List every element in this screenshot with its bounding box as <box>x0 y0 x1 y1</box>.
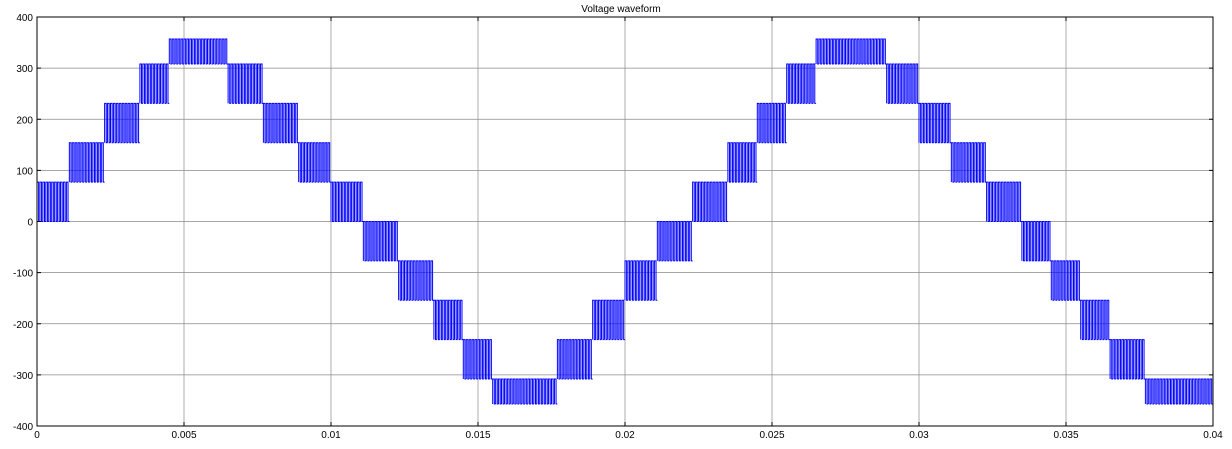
waveform-segment-7 <box>262 102 299 144</box>
waveform-segment-19 <box>656 221 693 262</box>
waveform-segment-22 <box>756 102 787 144</box>
waveform-pulses-21 <box>727 142 758 183</box>
waveform-segment-14 <box>492 378 523 405</box>
waveform-segment-15 <box>521 378 558 405</box>
waveform-pulses-30 <box>1021 221 1052 262</box>
x-tick-label-5: 0.025 <box>759 430 784 441</box>
axes: 0 0.005 0.01 0.015 0.02 0.025 0.03 0.035 0.04 -40… <box>13 13 1223 441</box>
waveform-pulses-18 <box>624 260 658 301</box>
waveform-pulses-35 <box>1180 378 1213 405</box>
waveform-pulses-31 <box>1050 260 1081 301</box>
x-tick-label-8: 0.04 <box>1203 430 1223 441</box>
waveform-pulses-20 <box>692 181 728 222</box>
waveform-segment-6 <box>227 63 264 104</box>
y-tick-label-1: -300 <box>13 371 33 382</box>
waveform-segment-8 <box>298 142 331 183</box>
y-tick-label-2: -200 <box>13 320 33 331</box>
y-tick-label-8: 400 <box>16 13 33 24</box>
waveform-pulses-7 <box>262 102 299 144</box>
waveform-pulses-11 <box>398 260 434 301</box>
waveform-segment-5 <box>198 38 229 65</box>
waveform-pulses-16 <box>556 339 593 380</box>
waveform-segment-26 <box>886 63 919 104</box>
chart-title: Voltage waveform <box>581 4 661 15</box>
y-tick-label-6: 200 <box>16 115 33 126</box>
waveform-segment-11 <box>398 260 434 301</box>
waveform-segment-34 <box>1144 378 1181 405</box>
voltage-series <box>36 38 1213 405</box>
waveform-pulses-19 <box>656 221 693 262</box>
waveform-pulses-4 <box>168 38 199 65</box>
waveform-segment-9 <box>330 181 364 222</box>
waveform-segment-16 <box>556 339 593 380</box>
waveform-pulses-2 <box>104 102 140 144</box>
waveform-segment-4 <box>168 38 199 65</box>
waveform-pulses-32 <box>1080 299 1111 341</box>
waveform-pulses-13 <box>462 339 493 380</box>
waveform-pulses-29 <box>986 181 1022 222</box>
waveform-segment-24 <box>815 38 852 65</box>
waveform-segment-33 <box>1109 339 1146 380</box>
x-tick-label-1: 0.005 <box>171 430 196 441</box>
waveform-pulses-15 <box>521 378 558 405</box>
waveform-pulses-8 <box>298 142 331 183</box>
waveform-segment-25 <box>850 38 887 65</box>
x-tick-label-0: 0 <box>34 430 40 441</box>
waveform-segment-10 <box>362 221 399 262</box>
x-tick-label-6: 0.03 <box>909 430 929 441</box>
y-tick-label-3: -100 <box>13 269 33 280</box>
waveform-pulses-28 <box>950 142 987 183</box>
waveform-pulses-5 <box>198 38 229 65</box>
x-tick-label-2: 0.01 <box>321 430 341 441</box>
y-tick-label-7: 300 <box>16 64 33 75</box>
x-tick-label-7: 0.035 <box>1053 430 1078 441</box>
waveform-segment-18 <box>624 260 658 301</box>
waveform-pulses-27 <box>918 102 952 144</box>
waveform-segment-32 <box>1080 299 1111 341</box>
waveform-pulses-14 <box>492 378 523 405</box>
waveform-segment-13 <box>462 339 493 380</box>
waveform-segment-30 <box>1021 221 1052 262</box>
waveform-segment-17 <box>592 299 625 341</box>
waveform-pulses-22 <box>756 102 787 144</box>
waveform-segment-20 <box>692 181 728 222</box>
waveform-segment-0 <box>36 181 70 222</box>
waveform-segment-3 <box>139 63 170 104</box>
waveform-segment-21 <box>727 142 758 183</box>
waveform-pulses-0 <box>36 181 70 222</box>
waveform-pulses-33 <box>1109 339 1146 380</box>
waveform-segment-27 <box>918 102 952 144</box>
y-tick-label-0: -400 <box>13 422 33 433</box>
waveform-segment-28 <box>950 142 987 183</box>
waveform-pulses-1 <box>68 142 105 183</box>
y-tick-label-5: 100 <box>16 166 33 177</box>
waveform-pulses-23 <box>786 63 817 104</box>
waveform-segment-2 <box>104 102 140 144</box>
waveform-segment-1 <box>68 142 105 183</box>
waveform-segment-23 <box>786 63 817 104</box>
x-tick-label-4: 0.02 <box>615 430 635 441</box>
waveform-segment-29 <box>986 181 1022 222</box>
waveform-segment-35 <box>1180 378 1213 405</box>
waveform-pulses-25 <box>850 38 887 65</box>
waveform-segment-12 <box>433 299 464 341</box>
waveform-pulses-10 <box>362 221 399 262</box>
waveform-pulses-24 <box>815 38 852 65</box>
waveform-pulses-17 <box>592 299 625 341</box>
y-tick-label-4: 0 <box>27 218 33 229</box>
waveform-segment-31 <box>1050 260 1081 301</box>
waveform-pulses-9 <box>330 181 364 222</box>
x-tick-label-3: 0.015 <box>465 430 490 441</box>
waveform-pulses-12 <box>433 299 464 341</box>
waveform-pulses-3 <box>139 63 170 104</box>
waveform-pulses-6 <box>227 63 264 104</box>
waveform-pulses-26 <box>886 63 919 104</box>
waveform-pulses-34 <box>1144 378 1181 405</box>
